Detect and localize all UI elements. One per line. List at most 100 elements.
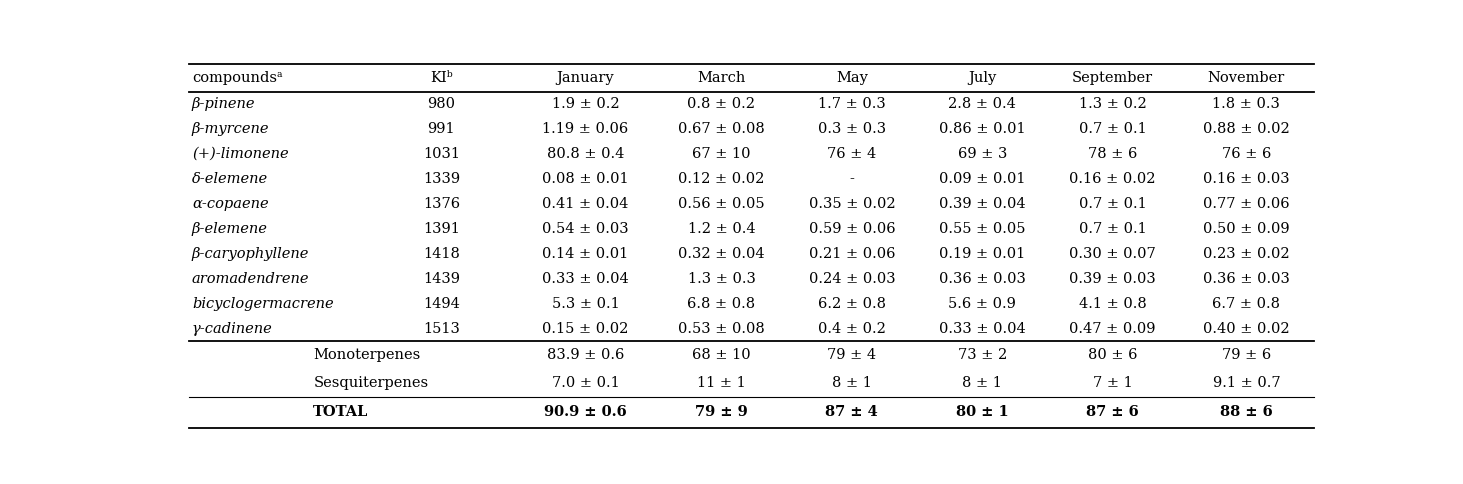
Text: March: March [698, 71, 746, 85]
Text: 8 ± 1: 8 ± 1 [963, 376, 1002, 390]
Text: 1418: 1418 [423, 247, 459, 261]
Text: May: May [835, 71, 868, 85]
Text: TOTAL: TOTAL [313, 406, 369, 420]
Text: 0.56 ± 0.05: 0.56 ± 0.05 [679, 197, 765, 211]
Text: 0.35 ± 0.02: 0.35 ± 0.02 [809, 197, 895, 211]
Text: 1.2 ± 0.4: 1.2 ± 0.4 [688, 222, 755, 236]
Text: 0.09 ± 0.01: 0.09 ± 0.01 [939, 172, 1026, 186]
Text: 0.39 ± 0.04: 0.39 ± 0.04 [939, 197, 1026, 211]
Text: 1.3 ± 0.2: 1.3 ± 0.2 [1078, 97, 1147, 111]
Text: 9.1 ± 0.7: 9.1 ± 0.7 [1213, 376, 1280, 390]
Text: 90.9 ± 0.6: 90.9 ± 0.6 [544, 406, 626, 420]
Text: 0.33 ± 0.04: 0.33 ± 0.04 [939, 322, 1026, 336]
Text: 1339: 1339 [423, 172, 459, 186]
Text: 68 ± 10: 68 ± 10 [692, 348, 751, 363]
Text: September: September [1072, 71, 1153, 85]
Text: γ-cadinene: γ-cadinene [192, 322, 272, 336]
Text: 0.67 ± 0.08: 0.67 ± 0.08 [677, 122, 765, 136]
Text: 0.39 ± 0.03: 0.39 ± 0.03 [1069, 272, 1156, 286]
Text: 7.0 ± 0.1: 7.0 ± 0.1 [552, 376, 619, 390]
Text: 80 ± 6: 80 ± 6 [1088, 348, 1137, 363]
Text: δ-elemene: δ-elemene [192, 172, 268, 186]
Text: β-pinene: β-pinene [192, 97, 256, 111]
Text: 87 ± 4: 87 ± 4 [825, 406, 878, 420]
Text: 79 ± 6: 79 ± 6 [1222, 348, 1271, 363]
Text: 0.19 ± 0.01: 0.19 ± 0.01 [939, 247, 1026, 261]
Text: 0.16 ± 0.02: 0.16 ± 0.02 [1069, 172, 1156, 186]
Text: 73 ± 2: 73 ± 2 [958, 348, 1007, 363]
Text: 6.8 ± 0.8: 6.8 ± 0.8 [688, 297, 755, 311]
Text: KIᵇ: KIᵇ [430, 71, 452, 85]
Text: β-myrcene: β-myrcene [192, 122, 269, 136]
Text: 0.21 ± 0.06: 0.21 ± 0.06 [809, 247, 895, 261]
Text: 0.36 ± 0.03: 0.36 ± 0.03 [939, 272, 1026, 286]
Text: 0.23 ± 0.02: 0.23 ± 0.02 [1203, 247, 1290, 261]
Text: 80.8 ± 0.4: 80.8 ± 0.4 [547, 147, 625, 161]
Text: 79 ± 4: 79 ± 4 [827, 348, 876, 363]
Text: 1031: 1031 [423, 147, 459, 161]
Text: 8 ± 1: 8 ± 1 [832, 376, 872, 390]
Text: 0.8 ± 0.2: 0.8 ± 0.2 [688, 97, 755, 111]
Text: 76 ± 4: 76 ± 4 [827, 147, 876, 161]
Text: (+)-limonene: (+)-limonene [192, 147, 288, 161]
Text: compoundsᵃ: compoundsᵃ [192, 71, 282, 85]
Text: 1.8 ± 0.3: 1.8 ± 0.3 [1213, 97, 1280, 111]
Text: 991: 991 [427, 122, 455, 136]
Text: 0.16 ± 0.03: 0.16 ± 0.03 [1203, 172, 1290, 186]
Text: 0.12 ± 0.02: 0.12 ± 0.02 [679, 172, 765, 186]
Text: 83.9 ± 0.6: 83.9 ± 0.6 [547, 348, 625, 363]
Text: 67 ± 10: 67 ± 10 [692, 147, 751, 161]
Text: 0.88 ± 0.02: 0.88 ± 0.02 [1203, 122, 1290, 136]
Text: 0.41 ± 0.04: 0.41 ± 0.04 [543, 197, 629, 211]
Text: 11 ± 1: 11 ± 1 [696, 376, 746, 390]
Text: 79 ± 9: 79 ± 9 [695, 406, 748, 420]
Text: Sesquiterpenes: Sesquiterpenes [313, 376, 429, 390]
Text: January: January [556, 71, 614, 85]
Text: 6.7 ± 0.8: 6.7 ± 0.8 [1213, 297, 1280, 311]
Text: 2.8 ± 0.4: 2.8 ± 0.4 [948, 97, 1017, 111]
Text: -: - [850, 172, 854, 186]
Text: 80 ± 1: 80 ± 1 [955, 406, 1008, 420]
Text: β-caryophyllene: β-caryophyllene [192, 247, 309, 261]
Text: 0.55 ± 0.05: 0.55 ± 0.05 [939, 222, 1026, 236]
Text: 1513: 1513 [423, 322, 459, 336]
Text: α-copaene: α-copaene [192, 197, 269, 211]
Text: 0.7 ± 0.1: 0.7 ± 0.1 [1078, 122, 1147, 136]
Text: 76 ± 6: 76 ± 6 [1222, 147, 1271, 161]
Text: 0.30 ± 0.07: 0.30 ± 0.07 [1069, 247, 1156, 261]
Text: 6.2 ± 0.8: 6.2 ± 0.8 [818, 297, 885, 311]
Text: July: July [969, 71, 996, 85]
Text: 1494: 1494 [423, 297, 459, 311]
Text: 0.33 ± 0.04: 0.33 ± 0.04 [541, 272, 629, 286]
Text: 0.7 ± 0.1: 0.7 ± 0.1 [1078, 222, 1147, 236]
Text: 1.19 ± 0.06: 1.19 ± 0.06 [543, 122, 629, 136]
Text: β-elemene: β-elemene [192, 222, 268, 236]
Text: 0.50 ± 0.09: 0.50 ± 0.09 [1203, 222, 1290, 236]
Text: 5.6 ± 0.9: 5.6 ± 0.9 [948, 297, 1017, 311]
Text: 87 ± 6: 87 ± 6 [1086, 406, 1140, 420]
Text: bicyclogermacrene: bicyclogermacrene [192, 297, 334, 311]
Text: 0.53 ± 0.08: 0.53 ± 0.08 [677, 322, 765, 336]
Text: 78 ± 6: 78 ± 6 [1088, 147, 1137, 161]
Text: 0.15 ± 0.02: 0.15 ± 0.02 [543, 322, 629, 336]
Text: 1.3 ± 0.3: 1.3 ± 0.3 [688, 272, 755, 286]
Text: 88 ± 6: 88 ± 6 [1220, 406, 1273, 420]
Text: 0.47 ± 0.09: 0.47 ± 0.09 [1069, 322, 1156, 336]
Text: 0.77 ± 0.06: 0.77 ± 0.06 [1203, 197, 1290, 211]
Text: 69 ± 3: 69 ± 3 [958, 147, 1007, 161]
Text: 7 ± 1: 7 ± 1 [1093, 376, 1132, 390]
Text: 0.4 ± 0.2: 0.4 ± 0.2 [818, 322, 885, 336]
Text: 0.08 ± 0.01: 0.08 ± 0.01 [543, 172, 629, 186]
Text: 1.7 ± 0.3: 1.7 ± 0.3 [818, 97, 885, 111]
Text: 0.32 ± 0.04: 0.32 ± 0.04 [679, 247, 765, 261]
Text: 0.40 ± 0.02: 0.40 ± 0.02 [1203, 322, 1290, 336]
Text: 980: 980 [427, 97, 455, 111]
Text: 1439: 1439 [423, 272, 459, 286]
Text: 0.36 ± 0.03: 0.36 ± 0.03 [1203, 272, 1290, 286]
Text: 1391: 1391 [423, 222, 459, 236]
Text: 5.3 ± 0.1: 5.3 ± 0.1 [552, 297, 619, 311]
Text: 1.9 ± 0.2: 1.9 ± 0.2 [552, 97, 619, 111]
Text: 0.7 ± 0.1: 0.7 ± 0.1 [1078, 197, 1147, 211]
Text: 4.1 ± 0.8: 4.1 ± 0.8 [1078, 297, 1147, 311]
Text: Monoterpenes: Monoterpenes [313, 348, 420, 363]
